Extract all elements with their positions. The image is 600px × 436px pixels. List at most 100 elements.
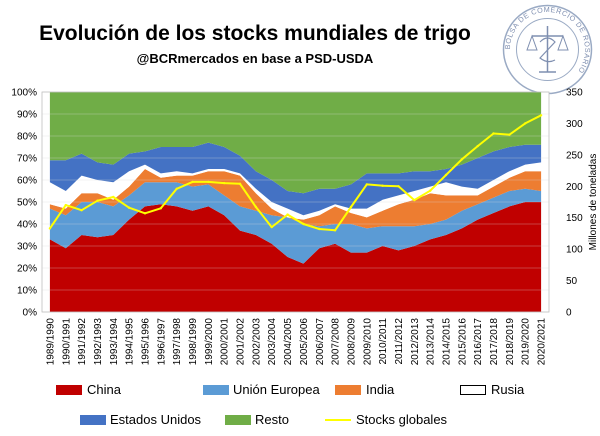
legend-line-stocks-globales: [325, 419, 351, 421]
y-right-tick-label: 250: [566, 150, 583, 161]
y-left-tick-label: 0%: [23, 308, 38, 319]
point-stocks-globales: [80, 209, 83, 212]
point-stocks-globales: [96, 199, 99, 202]
legend-swatch-union-europea: [203, 385, 229, 395]
point-stocks-globales: [524, 122, 527, 125]
x-tick-label: 2002/2003: [251, 318, 262, 366]
point-stocks-globales: [444, 173, 448, 177]
point-stocks-globales: [48, 227, 52, 230]
point-stocks-globales: [429, 189, 432, 192]
point-stocks-globales: [254, 205, 258, 209]
y-right-tick-label: 200: [566, 182, 583, 193]
x-tick-label: 2008/2009: [347, 318, 358, 366]
x-tick-label: 2014/2015: [442, 318, 453, 366]
point-stocks-globales: [127, 206, 131, 209]
y-left-tick-label: 10%: [17, 286, 37, 297]
y-left-tick-label: 20%: [17, 264, 37, 275]
point-stocks-globales: [318, 227, 321, 231]
x-tick-label: 2015/2016: [457, 318, 468, 366]
x-tick-label: 1998/1999: [188, 318, 199, 366]
x-tick-label: 2017/2018: [489, 318, 500, 366]
x-tick-label: 1994/1995: [125, 318, 136, 366]
x-tick-label: 2007/2008: [331, 318, 342, 366]
y-right-tick-label: 300: [566, 119, 583, 130]
point-stocks-globales: [159, 207, 162, 210]
point-stocks-globales: [191, 180, 194, 184]
x-tick-label: 2003/2004: [267, 318, 278, 366]
point-stocks-globales: [286, 213, 289, 216]
area-india: [49, 169, 542, 229]
x-tick-label: 2013/2014: [426, 318, 437, 366]
x-tick-label: 2018/2019: [505, 318, 516, 366]
legend-label-china: China: [87, 382, 121, 397]
legend-label-union-europea: Unión Europea: [233, 382, 320, 397]
y-left-tick-label: 40%: [17, 220, 37, 231]
area-estados-unidos: [49, 142, 542, 216]
legend-swatch-estados-unidos: [80, 415, 106, 425]
point-stocks-globales: [143, 212, 147, 215]
legend-swatch-rusia: [460, 385, 486, 395]
point-stocks-globales: [333, 229, 337, 232]
point-stocks-globales: [64, 203, 68, 207]
point-stocks-globales: [539, 114, 543, 117]
point-stocks-globales: [207, 180, 210, 184]
x-tick-label: 2004/2005: [283, 318, 294, 366]
legend-swatch-india: [335, 385, 361, 395]
y-left-tick-label: 60%: [17, 176, 37, 187]
chart-subtitle: @BCRmercados en base a PSD-USDA: [136, 51, 374, 66]
x-tick-label: 1996/1997: [156, 318, 167, 366]
point-stocks-globales: [460, 158, 464, 161]
point-stocks-globales: [381, 184, 384, 187]
line-stocks-globales: [49, 114, 542, 232]
legend-label-resto: Resto: [255, 412, 289, 427]
x-tick-label: 2009/2010: [362, 318, 373, 366]
point-stocks-globales: [508, 133, 511, 136]
x-tick-label: 1993/1994: [109, 318, 120, 366]
x-tick-label: 2006/2007: [315, 318, 326, 366]
legend-label-india: India: [366, 382, 395, 397]
y-right-tick-label: 150: [566, 213, 583, 224]
point-stocks-globales: [270, 225, 273, 229]
x-tick-label: 1989/1990: [45, 318, 56, 366]
point-stocks-globales: [112, 195, 115, 199]
point-stocks-globales: [397, 185, 400, 188]
x-tick-label: 1999/2000: [204, 318, 215, 366]
point-stocks-globales: [175, 187, 178, 190]
x-tick-label: 2019/2020: [521, 318, 532, 366]
point-stocks-globales: [223, 181, 226, 185]
plot-border: [41, 91, 550, 313]
x-tick-label: 2011/2012: [394, 318, 405, 365]
x-tick-label: 2010/2011: [378, 318, 389, 365]
chart-title: Evolución de los stocks mundiales de tri…: [39, 22, 471, 45]
point-stocks-globales: [238, 182, 242, 185]
point-stocks-globales: [365, 183, 368, 186]
y-left-tick-label: 90%: [17, 110, 37, 121]
x-tick-label: 1995/1996: [141, 318, 152, 366]
y-left-tick-label: 100%: [11, 88, 37, 99]
x-tick-label: 2016/2017: [473, 318, 484, 366]
legend-label-estados-unidos: Estados Unidos: [110, 412, 202, 427]
x-tick-label: 1990/1991: [61, 318, 72, 366]
legend-label-rusia: Rusia: [491, 382, 525, 397]
legend-label-stocks-globales: Stocks globales: [356, 412, 448, 427]
x-tick-label: 2012/2013: [410, 318, 421, 366]
y-right-tick-label: 350: [566, 88, 583, 99]
point-stocks-globales: [492, 132, 495, 135]
y-right-tick-label: 50: [566, 276, 578, 287]
x-tick-label: 2000/2001: [220, 318, 231, 366]
legend-swatch-resto: [225, 415, 251, 425]
y-left-tick-label: 80%: [17, 132, 37, 143]
point-stocks-globales: [413, 198, 416, 202]
area-china: [49, 202, 542, 312]
bcr-seal-logo: BOLSA DE COMERCIO DE ROSARIO: [502, 4, 593, 95]
area-resto: [49, 92, 542, 194]
legend-swatch-china: [56, 385, 82, 395]
x-tick-label: 2020/2021: [537, 318, 548, 366]
y-left-tick-label: 70%: [17, 154, 37, 165]
x-tick-label: 1992/1993: [93, 318, 104, 366]
x-tick-label: 1991/1992: [77, 318, 88, 366]
x-tick-label: 1997/1998: [172, 318, 183, 366]
point-stocks-globales: [302, 222, 305, 226]
y-right-tick-label: 0: [566, 308, 572, 319]
